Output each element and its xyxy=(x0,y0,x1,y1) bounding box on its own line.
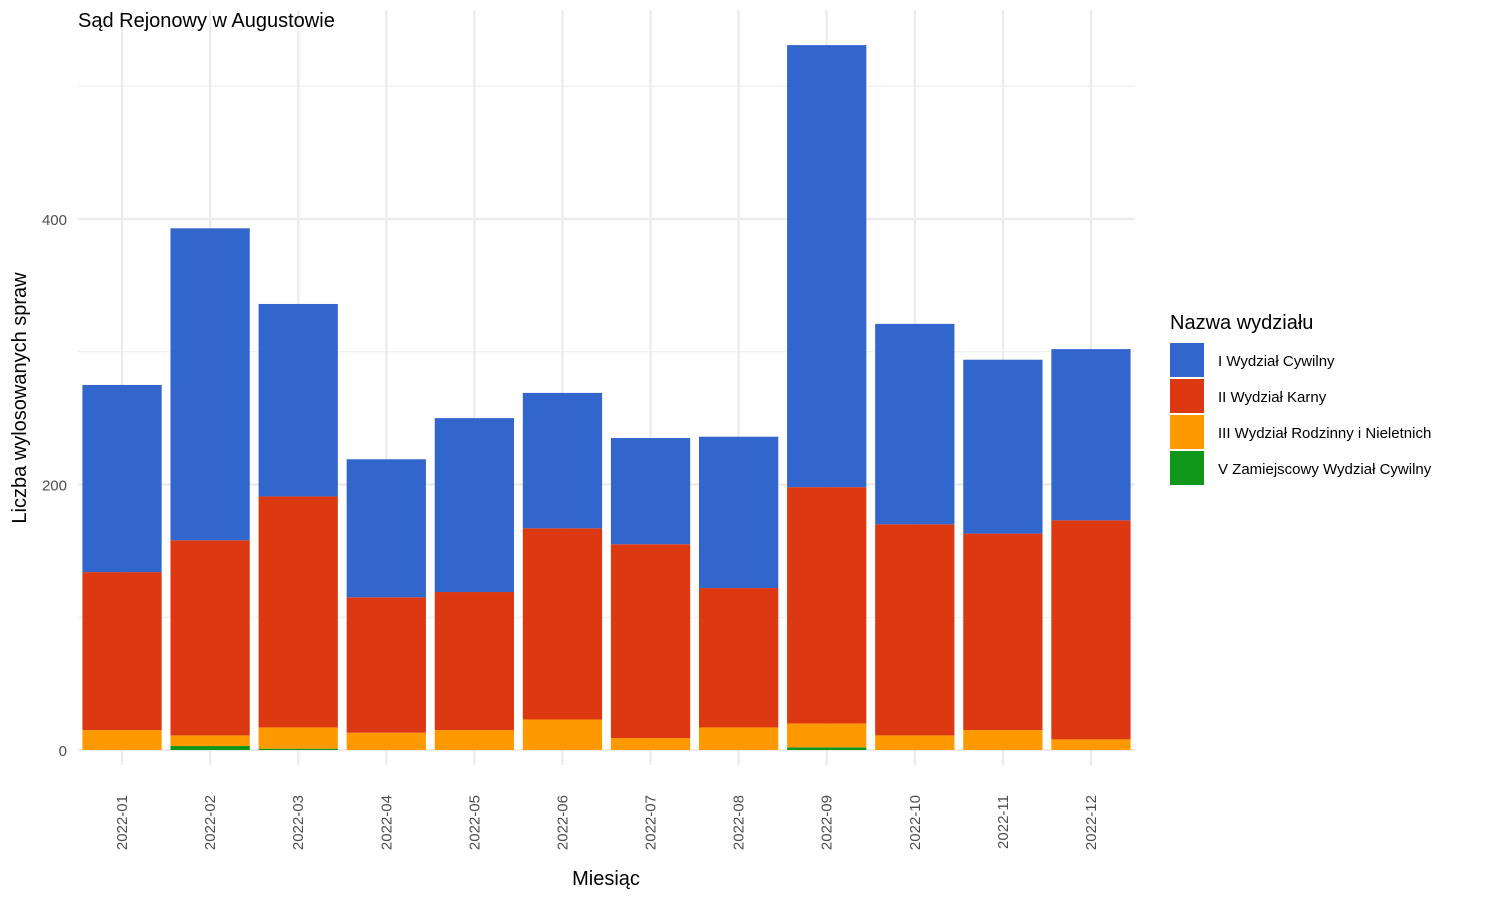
x-tick-label: 2022-03 xyxy=(290,795,307,850)
bar-segment xyxy=(82,384,162,573)
x-tick-label: 2022-04 xyxy=(378,795,395,850)
bar-segment xyxy=(1051,520,1131,740)
legend-swatch xyxy=(1170,343,1204,377)
bar-segment xyxy=(82,730,162,750)
x-tick-label: 2022-10 xyxy=(907,795,924,850)
bar-segment xyxy=(787,747,867,750)
bar-segment xyxy=(963,730,1043,750)
bar-segment xyxy=(258,727,338,749)
x-tick-label: 2022-05 xyxy=(466,795,483,850)
chart-title: Sąd Rejonowy w Augustowie xyxy=(78,10,335,32)
bar-segment xyxy=(787,723,867,748)
bar-segment xyxy=(434,592,515,731)
bar-segment xyxy=(698,727,779,750)
bar-segment xyxy=(963,359,1043,534)
x-tick-label: 2022-11 xyxy=(995,795,1012,849)
x-tick-label: 2022-08 xyxy=(731,795,748,850)
bar-segment xyxy=(258,748,338,750)
legend-label: III Wydział Rodzinny i Nieletnich xyxy=(1218,425,1431,442)
bar-segment xyxy=(82,572,162,731)
x-tick-label: 2022-01 xyxy=(114,795,131,850)
bar-segment xyxy=(875,735,955,750)
bar-segment xyxy=(787,487,867,724)
y-tick-label: 400 xyxy=(42,212,67,229)
x-tick-labels: 2022-01 2022-02 2022-03 2022-04 2022-05 2022-… xyxy=(114,795,1100,850)
y-tick-label: 0 xyxy=(59,743,67,760)
bar-segment xyxy=(170,746,250,750)
bar-segment xyxy=(610,544,691,739)
bar-segment xyxy=(610,438,691,545)
y-tick-label: 200 xyxy=(42,478,67,495)
legend: Nazwa wydziału I Wydział Cywilny II Wydzi… xyxy=(1170,312,1432,485)
y-tick-labels: 0 200 400 xyxy=(42,212,67,760)
bar-segment xyxy=(258,303,338,497)
y-axis-title: Liczba wylosowanych spraw xyxy=(9,272,31,524)
bar-segment xyxy=(170,540,250,736)
bar-segment xyxy=(346,459,426,598)
bar-segment xyxy=(522,719,603,750)
bar-segment xyxy=(434,418,515,593)
legend-label: I Wydział Cywilny xyxy=(1218,353,1335,370)
x-tick-label: 2022-06 xyxy=(554,795,571,850)
x-tick-label: 2022-07 xyxy=(643,795,660,850)
bar-segment xyxy=(1051,349,1131,521)
bar-segment xyxy=(963,533,1043,731)
bar-segment xyxy=(170,228,250,541)
legend-swatch xyxy=(1170,415,1204,449)
bar-segment xyxy=(522,392,603,529)
x-tick-label: 2022-02 xyxy=(202,795,219,850)
x-tick-label: 2022-09 xyxy=(819,795,836,850)
legend-title: Nazwa wydziału xyxy=(1170,312,1313,334)
legend-label: II Wydział Karny xyxy=(1218,389,1327,406)
bar-segment xyxy=(434,730,515,750)
legend-label: V Zamiejscowy Wydział Cywilny xyxy=(1218,461,1432,478)
bar-segment xyxy=(346,597,426,733)
x-axis-title: Miesiąc xyxy=(572,868,640,890)
bar-segment xyxy=(787,45,867,488)
bar-segment xyxy=(610,738,691,750)
bar-segment xyxy=(698,588,779,728)
bar-segment xyxy=(346,732,426,750)
bar-segment xyxy=(1051,739,1131,750)
legend-swatch xyxy=(1170,451,1204,485)
legend-swatch xyxy=(1170,379,1204,413)
bar-segment xyxy=(875,524,955,736)
bar-segment xyxy=(522,528,603,720)
bar-segment xyxy=(258,496,338,728)
bar-segment xyxy=(698,436,779,589)
bars xyxy=(82,45,1131,750)
x-tick-label: 2022-12 xyxy=(1083,795,1100,850)
bar-segment xyxy=(170,735,250,747)
bar-segment xyxy=(875,323,955,525)
